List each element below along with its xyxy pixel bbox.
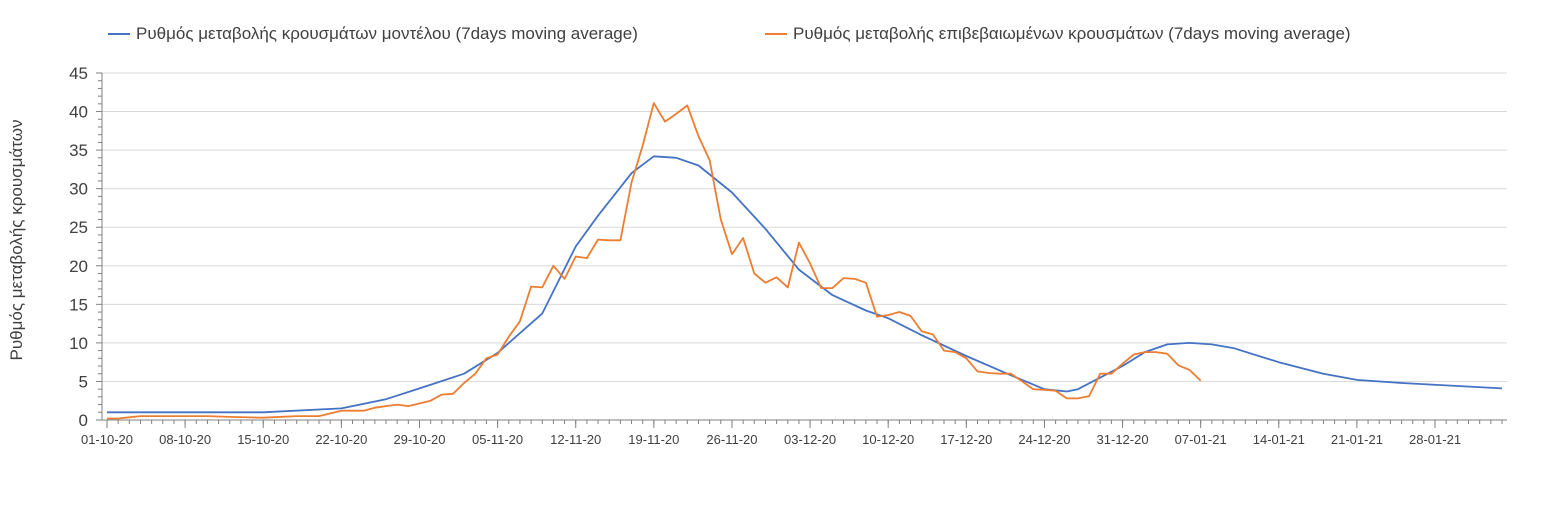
x-tick-label: 08-10-20 (159, 432, 211, 447)
y-tick-label: 25 (69, 218, 88, 237)
y-tick-label: 35 (69, 141, 88, 160)
legend-swatch-confirmed (765, 33, 787, 35)
y-tick-label: 10 (69, 334, 88, 353)
y-tick-label: 40 (69, 103, 88, 122)
legend-item-confirmed: Ρυθμός μεταβολής επιβεβαιωμένων κρουσμάτ… (765, 24, 1351, 44)
y-tick-label: 15 (69, 295, 88, 314)
x-tick-label: 01-10-20 (81, 432, 133, 447)
y-tick-label: 5 (79, 372, 88, 391)
legend-label-model: Ρυθμός μεταβολής κρουσμάτων μοντέλου (7d… (136, 24, 638, 43)
x-tick-label: 24-12-20 (1018, 432, 1070, 447)
x-tick-label: 22-10-20 (315, 432, 367, 447)
x-tick-label: 26-11-20 (706, 432, 757, 447)
y-tick-label: 20 (69, 257, 88, 276)
x-tick-label: 03-12-20 (784, 432, 836, 447)
x-tick-label: 15-10-20 (237, 432, 289, 447)
x-tick-label: 12-11-20 (550, 432, 601, 447)
series-line-confirmed (107, 102, 1202, 420)
series-line-model (107, 155, 1503, 414)
x-tick-label: 14-01-21 (1253, 432, 1305, 447)
y-tick-label: 45 (69, 64, 88, 83)
x-tick-label: 17-12-20 (940, 432, 992, 447)
y-tick-label: 0 (79, 411, 88, 430)
x-tick-label: 05-11-20 (472, 432, 523, 447)
y-tick-label: 30 (69, 180, 88, 199)
legend-item-model: Ρυθμός μεταβολής κρουσμάτων μοντέλου (7d… (108, 24, 638, 44)
x-tick-label: 10-12-20 (862, 432, 914, 447)
legend-swatch-model (108, 33, 130, 35)
x-tick-label: 07-01-21 (1175, 432, 1227, 447)
x-tick-label: 19-11-20 (628, 432, 679, 447)
x-tick-label: 31-12-20 (1097, 432, 1149, 447)
x-tick-label: 21-01-21 (1331, 432, 1383, 447)
x-tick-label: 28-01-21 (1409, 432, 1461, 447)
y-axis-title-text: Ρυθμός μεταβολής κρουσμάτων (7, 119, 26, 361)
x-tick-label: 29-10-20 (393, 432, 445, 447)
legend-label-confirmed: Ρυθμός μεταβολής επιβεβαιωμένων κρουσμάτ… (793, 24, 1351, 43)
